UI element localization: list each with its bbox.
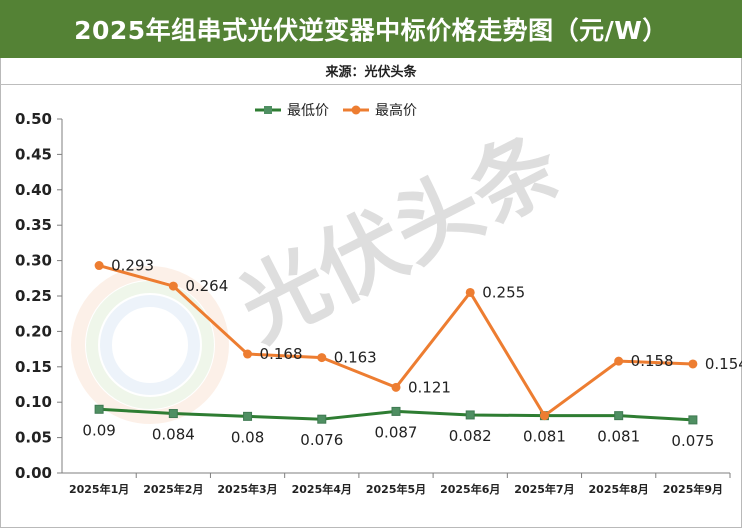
y-tick-label: 0.45 [15, 145, 52, 163]
point-max [688, 359, 698, 369]
y-tick-label: 0.05 [15, 429, 52, 447]
y-tick-label: 0.50 [15, 110, 52, 128]
series-group: 0.09 0.084 0.08 0.076 0.087 0.082 0.081 0.081 0.… [82, 257, 742, 450]
y-tick-label: 0.00 [15, 464, 52, 482]
data-label-max: 0.264 [185, 277, 228, 295]
x-tick-label: 2025年2月 [143, 482, 203, 496]
point-max [243, 349, 253, 359]
y-tick-label: 0.20 [15, 322, 52, 340]
point-max [317, 353, 327, 363]
x-axis-ticks: 2025年1月 2025年2月 2025年3月 2025年4月 2025年5月 2025年… [69, 473, 731, 496]
point-min [465, 410, 475, 420]
data-label-min: 0.08 [231, 428, 264, 446]
point-max [539, 411, 549, 421]
data-label-min: 0.09 [82, 421, 115, 439]
y-tick-label: 0.10 [15, 393, 52, 411]
data-label-max: 0.154 [705, 355, 742, 373]
data-label-max: 0.293 [111, 257, 154, 275]
point-min [614, 411, 624, 421]
legend-marker-max [351, 105, 361, 115]
x-tick-label: 2025年3月 [217, 482, 277, 496]
data-label-max: 0.163 [334, 349, 377, 367]
point-max [94, 261, 104, 271]
point-min [243, 411, 253, 421]
point-min [688, 415, 698, 425]
legend-marker-min [264, 106, 272, 114]
series-max: 0.293 0.264 0.168 0.163 0.121 0.255 0.158 0.154 [94, 257, 742, 421]
x-tick-label: 2025年8月 [589, 482, 649, 496]
x-tick-label: 2025年7月 [514, 482, 574, 496]
chart-title: 2025年组串式光伏逆变器中标价格走势图（元/W） [0, 0, 742, 58]
data-label-min: 0.081 [523, 428, 566, 446]
data-label-min: 0.075 [671, 432, 714, 450]
watermark-logo [71, 266, 229, 424]
point-max [168, 281, 178, 291]
data-label-min: 0.084 [152, 426, 195, 444]
series-min: 0.09 0.084 0.08 0.076 0.087 0.082 0.081 0.081 0.… [82, 404, 714, 450]
point-max [465, 287, 475, 297]
point-min [391, 406, 401, 416]
y-tick-label: 0.15 [15, 358, 52, 376]
legend-label-max: 最高价 [375, 102, 417, 119]
y-axis-ticks: 0.00 0.05 0.10 0.15 0.20 0.25 0.30 0.35 0.40 0.45… [15, 110, 62, 482]
point-max [391, 382, 401, 392]
x-tick-label: 2025年4月 [292, 482, 352, 496]
x-tick-label: 2025年1月 [69, 482, 129, 496]
x-tick-label: 2025年6月 [440, 482, 500, 496]
data-label-min: 0.087 [375, 423, 418, 441]
y-tick-label: 0.35 [15, 216, 52, 234]
watermark-text: 光伏头条 [224, 115, 576, 360]
point-max [614, 356, 624, 366]
point-min [168, 409, 178, 419]
data-label-max: 0.158 [631, 352, 674, 370]
point-min [317, 414, 327, 424]
header-divider [0, 84, 742, 85]
x-tick-label: 2025年9月 [663, 482, 723, 496]
y-tick-label: 0.40 [15, 181, 52, 199]
y-tick-label: 0.30 [15, 252, 52, 270]
source-caption: 来源：光伏头条 [325, 65, 417, 80]
data-label-min: 0.082 [449, 427, 492, 445]
legend-label-min: 最低价 [287, 103, 329, 119]
data-label-max: 0.121 [408, 378, 451, 396]
data-label-max: 0.255 [482, 283, 525, 301]
data-label-min: 0.076 [300, 431, 343, 449]
data-label-max: 0.168 [260, 345, 303, 363]
legend: 最低价 最高价 [255, 102, 417, 119]
y-tick-label: 0.25 [15, 287, 52, 305]
point-min [94, 404, 104, 414]
data-label-min: 0.081 [597, 428, 640, 446]
x-tick-label: 2025年5月 [366, 482, 426, 496]
